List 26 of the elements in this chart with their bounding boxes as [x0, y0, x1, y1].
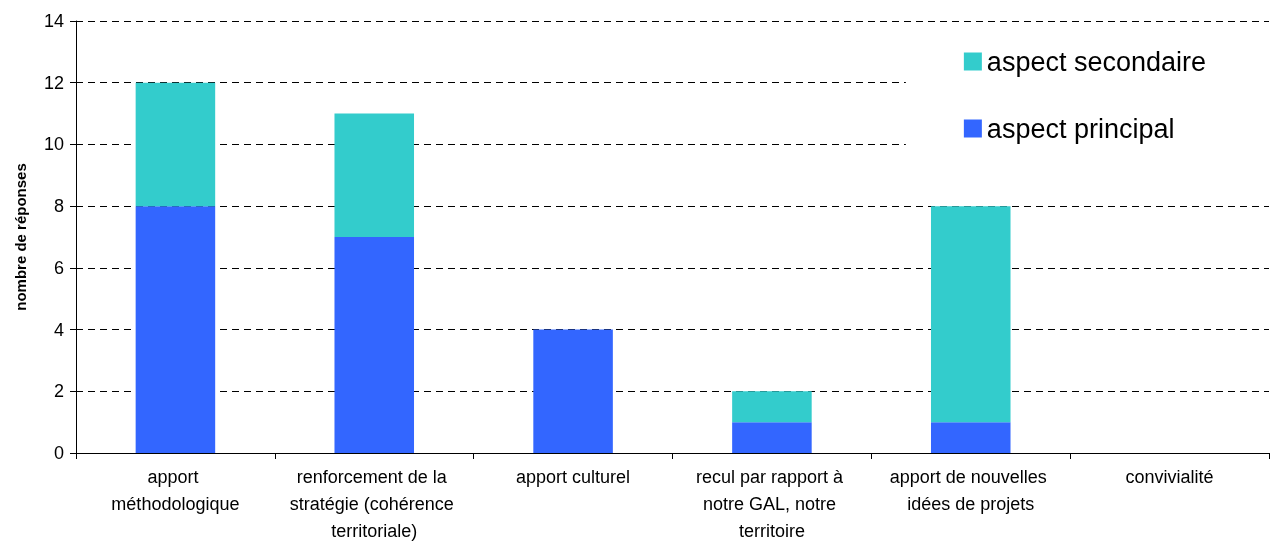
bar	[334, 237, 415, 453]
bar	[930, 422, 1011, 453]
bar	[930, 206, 1011, 423]
bar	[135, 206, 216, 453]
bar	[334, 113, 415, 237]
y-tick-label: 14	[43, 11, 64, 31]
y-tick-label: 0	[53, 443, 64, 463]
x-tick-label: convivialité	[1125, 466, 1214, 487]
bar	[135, 82, 216, 207]
bar	[732, 391, 812, 423]
y-tick-label: 12	[43, 72, 64, 93]
y-tick-label: 8	[53, 196, 64, 217]
x-tick-label: apport méthodologique	[111, 466, 240, 514]
x-tick-label: apport culturel	[516, 466, 631, 487]
y-tick-label: 6	[53, 257, 64, 278]
legend-label: aspect principal	[986, 113, 1175, 144]
legend-label: aspect secondaire	[986, 46, 1206, 77]
bar	[732, 422, 812, 453]
bar	[533, 329, 613, 453]
x-tick-label: renforcement de la stratégie (cohérence territoriale)	[289, 466, 459, 541]
y-tick-label: 4	[53, 319, 64, 340]
x-tick-label: apport de nouvelles idées de projets	[889, 466, 1052, 514]
y-tick-label: 2	[53, 381, 64, 402]
y-tick-label: 10	[43, 134, 64, 155]
y-axis-title: nombre de réponses	[12, 163, 29, 311]
x-tick-label: recul par rapport à notre GAL, notre territoire	[695, 466, 848, 541]
